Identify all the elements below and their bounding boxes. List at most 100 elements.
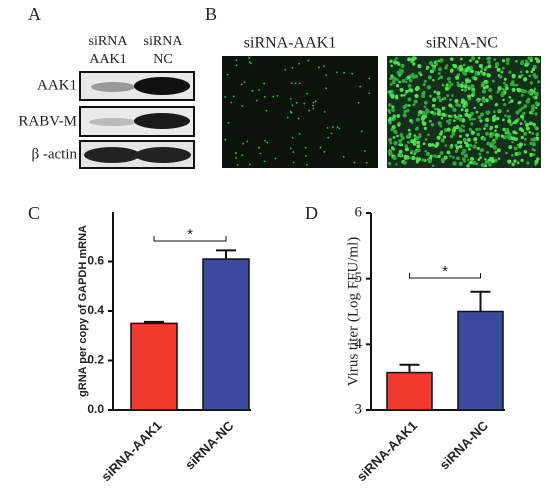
cell xyxy=(496,148,501,153)
cell xyxy=(529,141,533,146)
cell xyxy=(292,151,295,154)
cell xyxy=(409,88,414,93)
cell xyxy=(456,140,461,145)
cell xyxy=(400,136,405,141)
cell xyxy=(508,101,511,104)
cell xyxy=(289,110,292,113)
cell xyxy=(473,76,478,81)
cell xyxy=(487,64,492,69)
cell xyxy=(431,143,435,147)
cell xyxy=(456,81,460,85)
cell xyxy=(323,151,326,153)
cell xyxy=(487,158,491,162)
cell xyxy=(319,146,322,149)
cell xyxy=(263,160,266,163)
cell xyxy=(516,87,522,93)
cell xyxy=(421,158,425,162)
cell xyxy=(388,116,392,121)
cell xyxy=(388,103,392,107)
cell xyxy=(323,65,325,68)
cell xyxy=(465,133,469,137)
cell xyxy=(401,78,406,83)
y-tick-label: 0.2 xyxy=(87,353,104,367)
cell xyxy=(511,87,516,92)
cell xyxy=(527,56,531,60)
cell xyxy=(416,86,420,91)
cell xyxy=(312,107,315,110)
cell xyxy=(532,90,536,94)
cell xyxy=(455,102,460,107)
cell xyxy=(336,71,338,74)
cell xyxy=(332,126,334,128)
cell xyxy=(448,103,453,108)
column-label: AAK1 xyxy=(89,52,126,67)
bar xyxy=(457,310,504,411)
cell xyxy=(388,120,392,125)
western-blot xyxy=(79,71,195,169)
cell xyxy=(418,110,423,115)
cell xyxy=(243,81,246,84)
cell xyxy=(240,83,243,86)
cell xyxy=(515,60,518,63)
cell xyxy=(456,156,460,161)
cell xyxy=(529,111,533,115)
cell xyxy=(489,127,493,131)
cell xyxy=(421,120,425,124)
panel-label: D xyxy=(305,203,318,223)
cell xyxy=(487,60,491,64)
cell xyxy=(397,123,401,127)
cell xyxy=(473,106,476,110)
cell xyxy=(312,104,314,107)
cell xyxy=(476,132,481,137)
cell xyxy=(507,119,512,124)
cell xyxy=(306,92,309,95)
cell xyxy=(514,131,518,135)
cell xyxy=(416,157,421,162)
cell xyxy=(402,94,406,97)
cell xyxy=(449,134,454,139)
cell xyxy=(415,127,419,130)
cell xyxy=(400,64,405,69)
cell xyxy=(406,134,410,138)
cell xyxy=(255,99,258,102)
micrograph xyxy=(222,56,378,168)
cell xyxy=(531,132,535,135)
cell xyxy=(520,114,525,119)
cell xyxy=(467,79,472,83)
cell xyxy=(365,161,368,164)
cell xyxy=(520,135,524,140)
panel-label: C xyxy=(28,203,40,223)
cell xyxy=(305,164,308,166)
cell xyxy=(443,155,448,160)
column-label: NC xyxy=(153,52,172,67)
cell xyxy=(506,62,510,65)
cell xyxy=(475,110,479,114)
cell xyxy=(498,74,503,79)
cell xyxy=(534,101,539,106)
cell xyxy=(447,114,452,118)
cell xyxy=(533,75,538,80)
cell xyxy=(482,98,487,103)
cell xyxy=(470,130,475,135)
cell xyxy=(480,67,484,71)
cell xyxy=(439,132,443,136)
cell xyxy=(444,66,448,70)
cell xyxy=(523,120,527,123)
cell xyxy=(463,71,468,76)
cell xyxy=(493,58,497,61)
cell xyxy=(265,109,268,112)
cell xyxy=(292,161,295,164)
cell xyxy=(531,148,535,151)
cell xyxy=(503,77,507,81)
cell xyxy=(519,122,523,125)
cell xyxy=(508,145,513,150)
cell xyxy=(480,163,485,168)
cell xyxy=(412,62,416,66)
cell xyxy=(437,154,441,158)
cell xyxy=(241,105,244,107)
cell xyxy=(387,137,393,143)
cell xyxy=(431,104,436,108)
cell xyxy=(305,154,307,157)
cell xyxy=(466,158,470,162)
cell xyxy=(505,127,510,133)
